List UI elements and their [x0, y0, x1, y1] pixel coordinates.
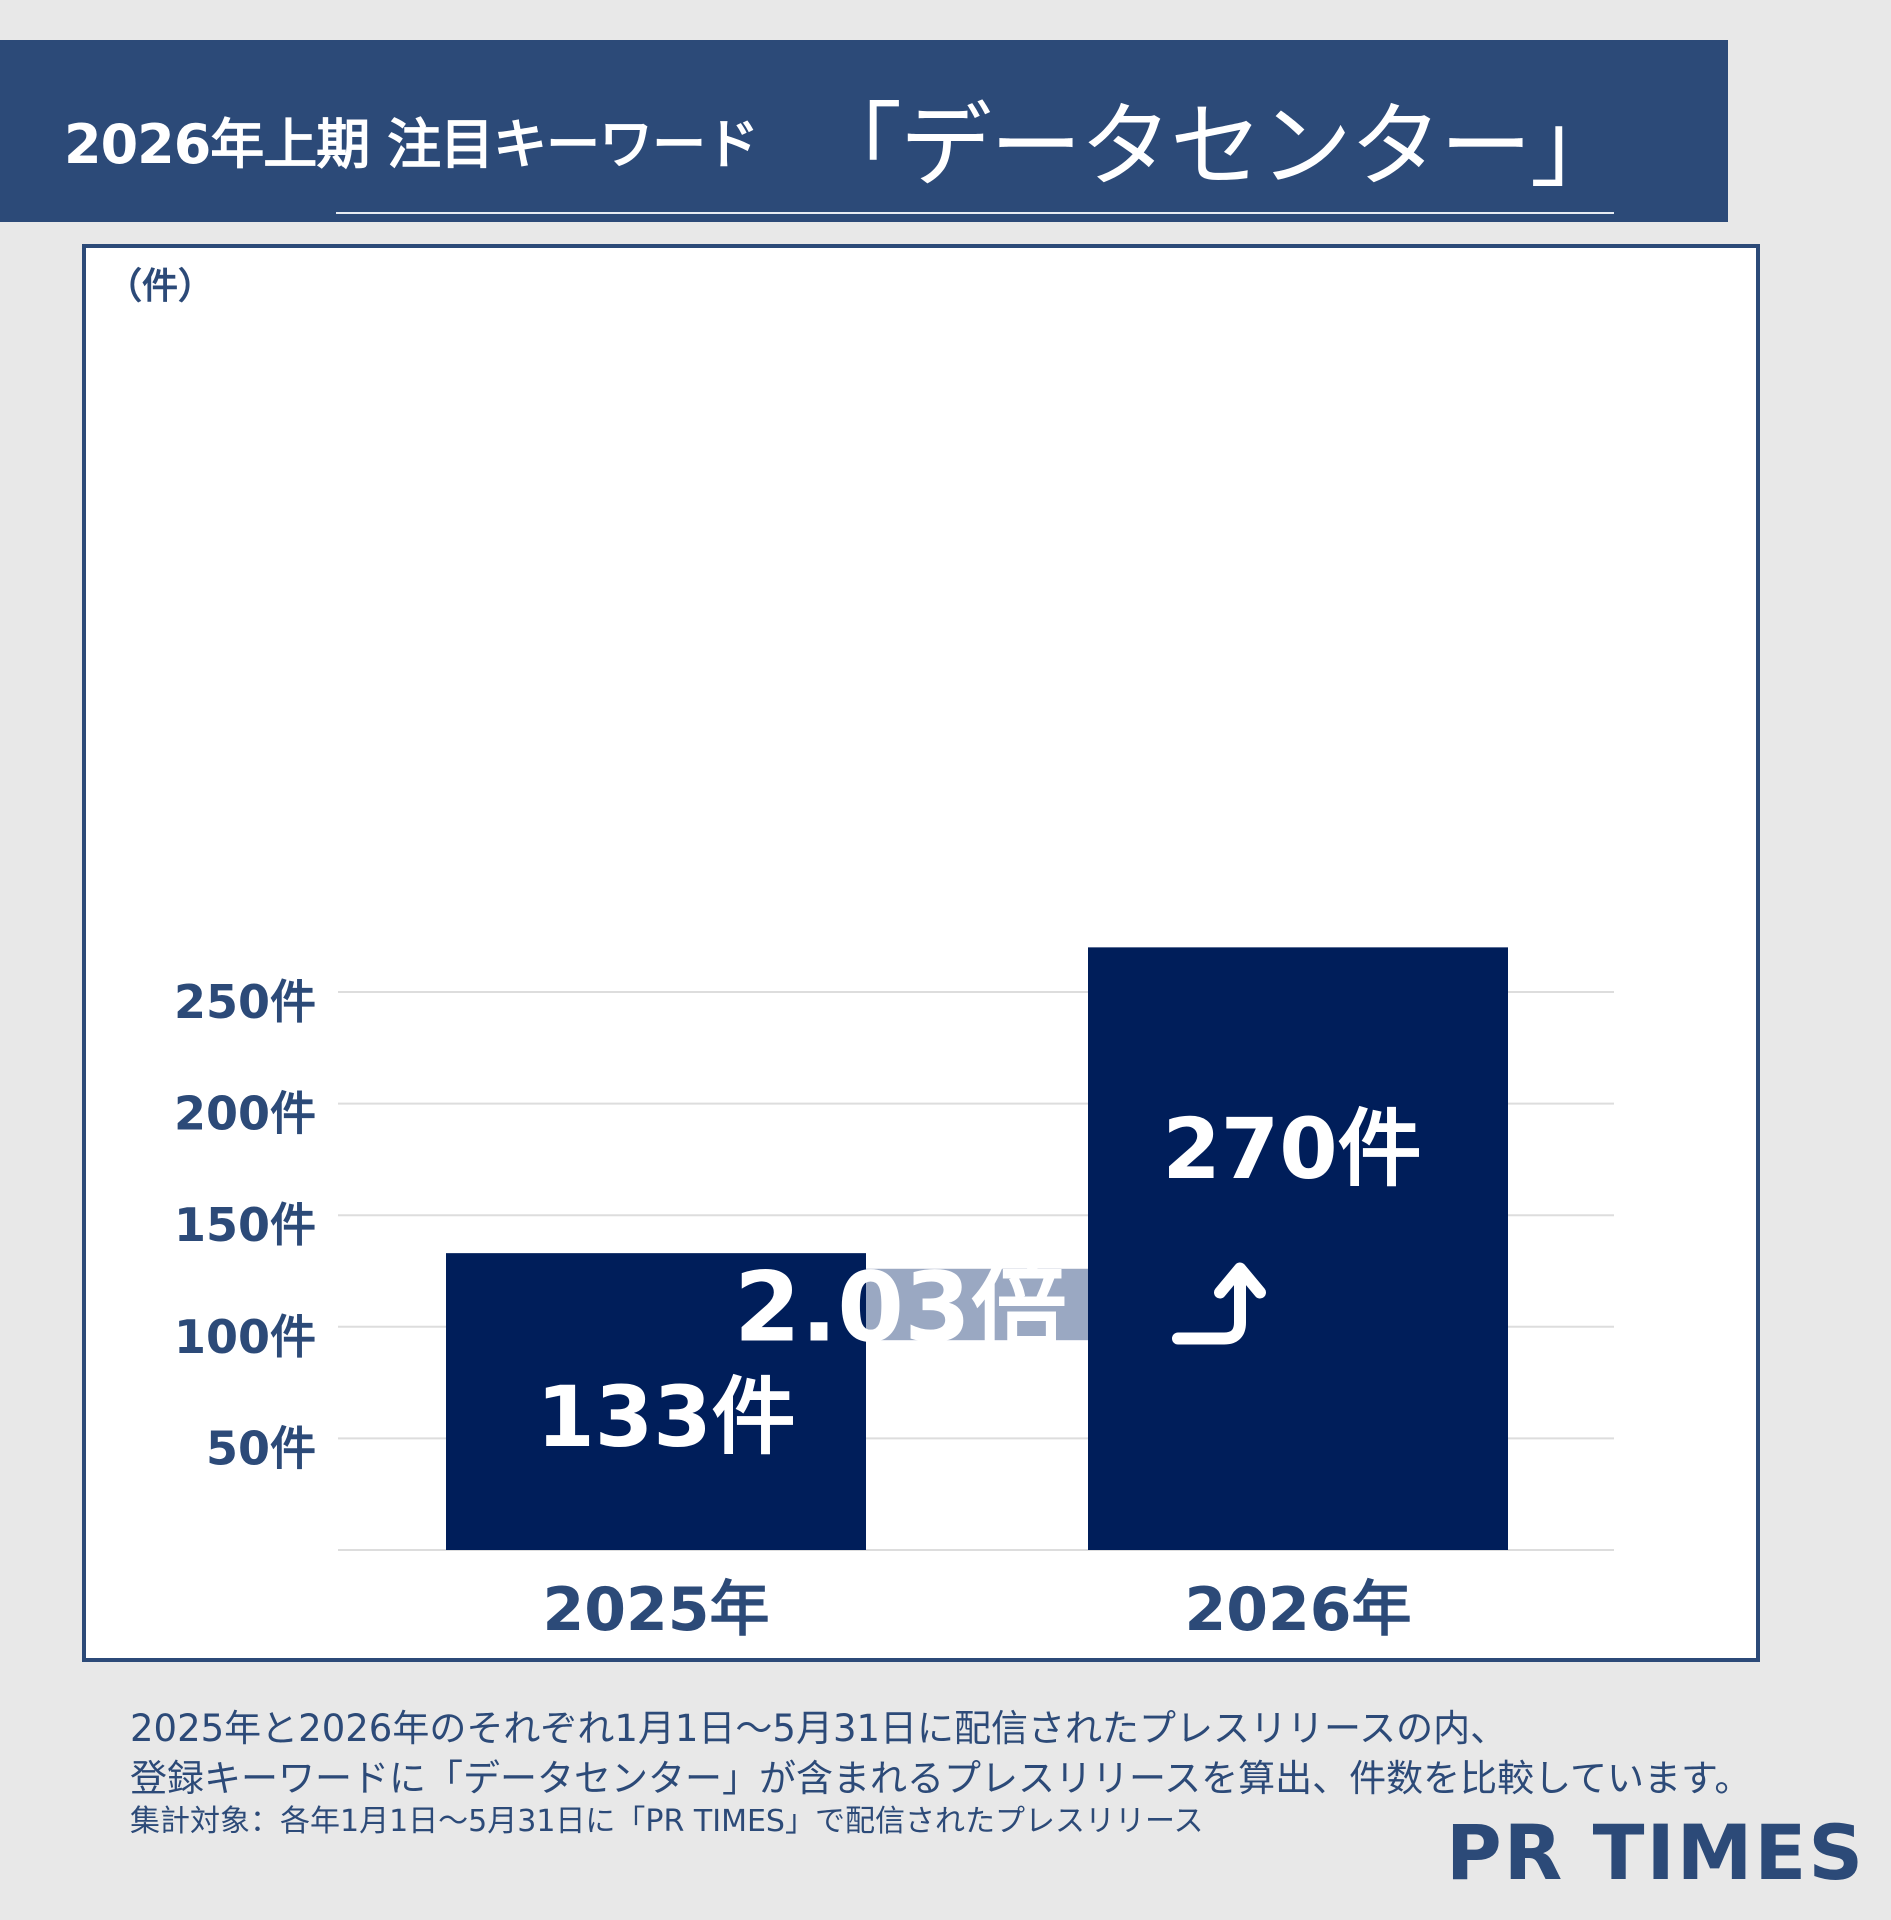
y-tick-label: 250件: [174, 975, 316, 1029]
pr-times-logo: PR TIMES: [1446, 1808, 1866, 1897]
page-title-prefix: 2026年上期 注目キーワード: [64, 113, 759, 176]
page-title-keyword: 「データセンター」: [810, 93, 1622, 200]
footnote-line-2: 登録キーワードに「データセンター」が含まれるプレスリリースを算出、件数を比較して…: [130, 1757, 1752, 1800]
y-tick-label: 100件: [174, 1310, 316, 1364]
growth-annotation: 2.03倍: [734, 1251, 1067, 1363]
y-tick-label: 50件: [206, 1421, 316, 1475]
data-label: 270件: [1162, 1100, 1421, 1198]
up-arrow-icon: [1172, 1268, 1246, 1345]
chart-frame: （件） 50件 100件 150件 200件 250件 2025年 2026年 133件 270件…: [82, 244, 1760, 1662]
y-axis-unit-label: （件）: [106, 266, 214, 307]
x-tick-label: 2025年: [543, 1575, 770, 1645]
title-bar: [0, 40, 1728, 222]
footnote-line-3: 集計対象：各年1月1日～5月31日に「PR TIMES」で配信されたプレスリリー…: [130, 1804, 1204, 1839]
up-arrow-head-icon: [1214, 1262, 1266, 1299]
bar-chart: （件） 50件 100件 150件 200件 250件 2025年 2026年 133件 270件…: [106, 266, 1614, 1645]
y-tick-label: 200件: [174, 1087, 316, 1141]
bar: [1088, 947, 1508, 1550]
data-label: 133件: [536, 1368, 795, 1466]
y-tick-label: 150件: [174, 1198, 316, 1252]
footnote-line-1: 2025年と2026年のそれぞれ1月1日～5月31日に配信されたプレスリリースの…: [130, 1707, 1508, 1750]
bar: [446, 1253, 866, 1550]
annotation-band: [866, 1268, 1088, 1341]
x-tick-label: 2026年: [1185, 1575, 1412, 1645]
title-underline: [336, 212, 1614, 214]
